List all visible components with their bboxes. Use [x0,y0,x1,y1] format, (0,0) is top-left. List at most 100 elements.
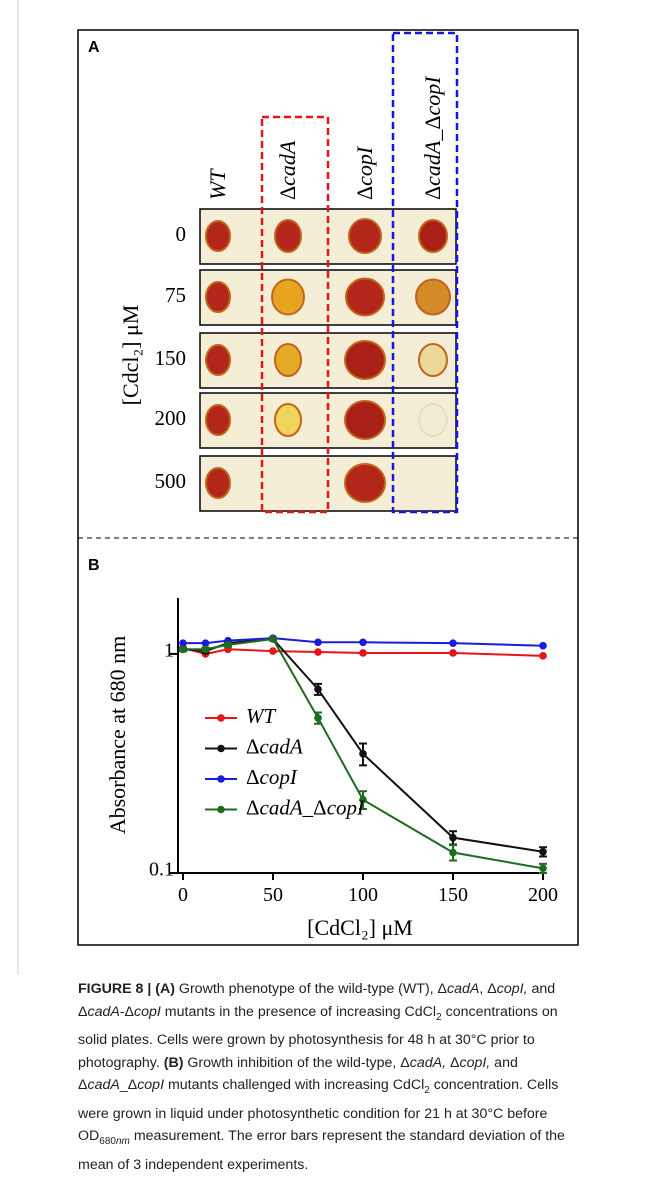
caption-text: concentration. Cells were grown in liqui… [78,1077,559,1145]
column-label: ΔcopI [352,145,377,200]
colony-spot [205,220,231,252]
caption-text: cadA [87,1077,120,1094]
caption-text: 680 [99,1136,116,1148]
caption-text: 2 [424,1085,430,1097]
y-axis-title: Absorbance at 680 nm [105,636,130,835]
data-point [224,641,232,649]
caption: FIGURE 8 | (A) Growth phenotype of the w… [78,978,578,1176]
caption-text: Growth phenotype of the wild-type (WT), … [174,981,448,997]
caption-text: Δ [446,1054,460,1071]
colony-spot [205,281,231,313]
x-tick-label: 150 [438,884,468,906]
column-label: WT [205,168,230,200]
data-point [359,795,367,804]
legend-marker [217,805,225,814]
colony-spot [271,278,305,316]
data-point [179,645,187,654]
colony-spot [418,343,448,377]
colony-spot [344,463,386,503]
data-point [449,848,457,857]
figure: A B [Cdcl₂] μM Absorbance at 680 nm [CdC… [17,0,579,975]
x-tick-label: 50 [263,884,283,906]
caption-text: _Δ [119,1077,138,1094]
data-point [539,652,547,660]
caption-text: copI, [496,981,528,997]
colony-spot [205,344,231,376]
legend-marker [217,744,225,753]
legend-label: ΔcadA_ΔcopI [246,795,365,819]
legend-marker [217,714,225,722]
data-point [359,649,367,657]
legend-marker [217,775,225,783]
caption-text: , Δ [479,981,497,997]
colony-spot [345,277,385,317]
row-label: 75 [165,283,186,307]
data-point [359,750,367,758]
data-point [314,714,322,722]
figure-frame [77,29,579,946]
colony-spot [344,400,386,440]
caption-text: and Δ [78,981,556,1020]
x-tick-label: 200 [528,884,558,906]
caption-text: nm [115,1136,130,1148]
caption-text: copI, [459,1054,491,1071]
caption-text: -Δ [119,1003,135,1020]
caption-text: mutants in the presence of increasing Cd… [160,1003,437,1020]
data-point [539,864,547,873]
column-label: ΔcadA [275,140,300,200]
colony-spot [205,467,231,499]
data-point [179,639,187,647]
data-point [314,648,322,656]
row-label: 150 [155,346,187,370]
y-tick-label: 0.1 [149,859,174,881]
data-point [314,685,322,694]
colony-spot [274,403,302,437]
data-point [201,645,210,654]
row-label: 200 [155,406,187,430]
caption-text: 2 [436,1011,442,1023]
caption-text: cadA, [409,1054,447,1071]
legend-label: WT [246,704,276,728]
data-point [359,638,367,647]
row-label: 500 [155,469,187,493]
colony-spot [418,219,448,253]
column-label: ΔcadA_ΔcopI [420,75,445,200]
legend-label: ΔcopI [246,765,298,789]
caption-text: cadA [447,981,480,997]
caption-text: copI [137,1077,165,1094]
x-tick-label: 0 [178,884,188,906]
colony-spot [344,340,386,380]
caption-text: measurement. The error bars represent th… [78,1128,565,1173]
data-point [449,639,457,647]
row-axis-label: [Cdcl₂] μM [118,305,143,406]
data-point [269,647,277,655]
panel-label: A [88,39,100,56]
x-tick-label: 100 [348,884,378,906]
colony-spot [274,219,302,253]
data-point [449,649,457,657]
y-tick-label: 1 [164,640,174,662]
panel-label: B [88,557,100,574]
colony-spot [418,403,448,437]
caption-text: mutants challenged with increasing CdCl [164,1077,425,1094]
data-point [201,639,210,647]
x-axis-title: [CdCl₂] μM [307,915,413,940]
caption-text: concentrations on solid plates. Cells we… [78,1003,558,1071]
caption-text: and Δ [78,1054,518,1094]
caption-text: (B) [163,1054,184,1071]
caption-text: copI [134,1003,161,1020]
caption-text: cadA [87,1003,120,1020]
legend-label: ΔcadA [246,734,303,758]
colony-spot [205,404,231,436]
data-point [539,847,547,856]
highlight-box [260,115,330,514]
caption-text: FIGURE 8 | (A) [78,981,175,997]
colony-spot [348,218,382,254]
data-point [539,641,547,650]
data-point [269,635,277,643]
data-point [449,833,457,842]
highlight-box [391,31,459,514]
series-line [183,637,544,870]
caption-text: Growth inhibition of the wild-type, Δ [183,1054,410,1071]
